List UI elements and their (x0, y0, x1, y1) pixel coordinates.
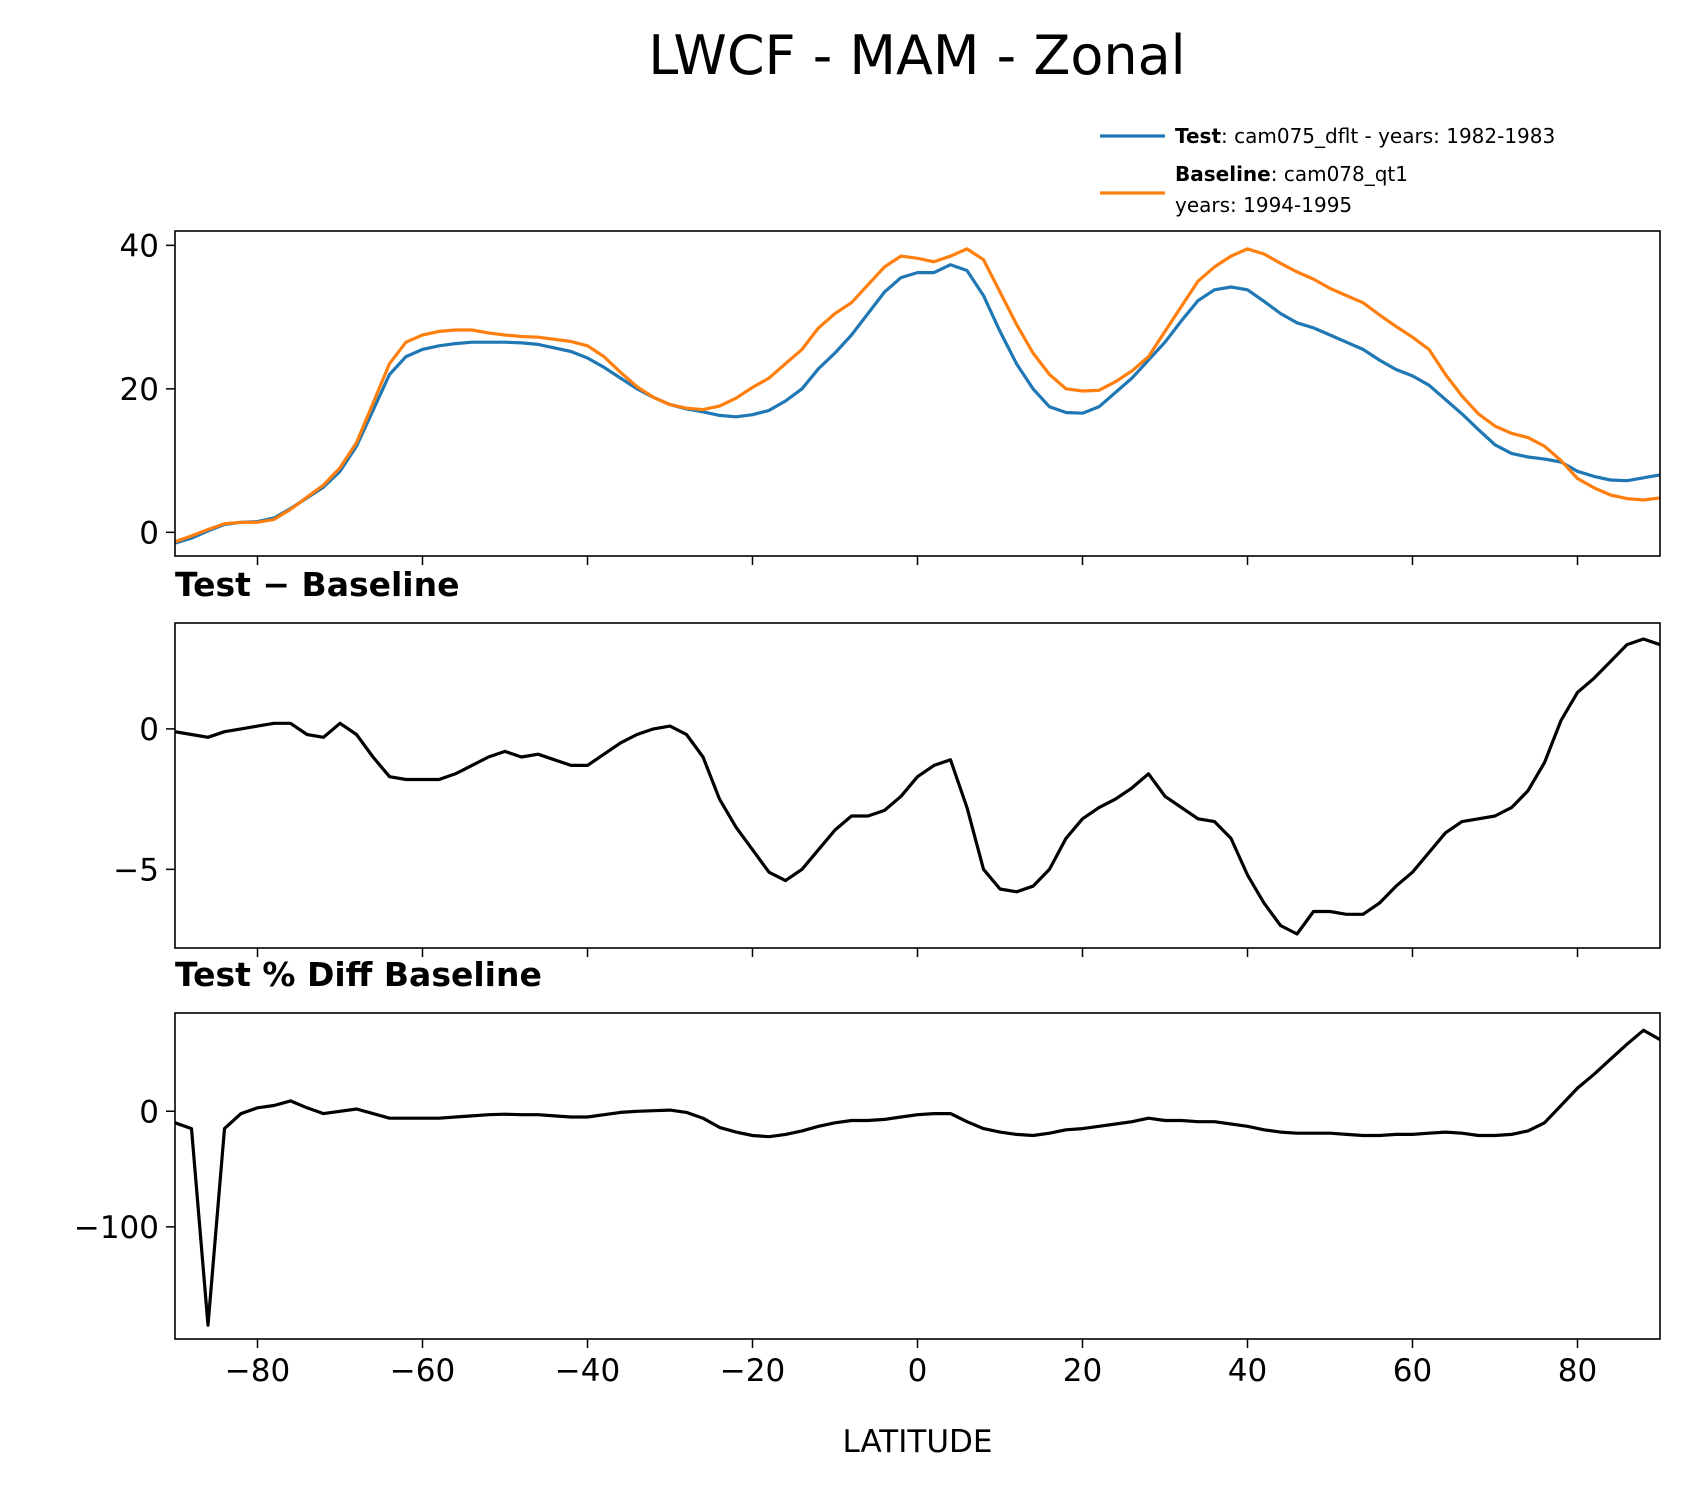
legend-label: : cam078_qt1 (1271, 162, 1408, 186)
data-line (175, 263, 1660, 545)
y-tick-label: 0 (139, 1094, 159, 1130)
legend-name: Baseline (1175, 162, 1271, 186)
y-tick-label: 0 (139, 712, 159, 748)
legend-name: Test (1175, 124, 1221, 148)
axes-frame (174, 230, 1661, 557)
data-line (175, 1028, 1660, 1327)
subplot-title: Test % Diff Baseline (175, 955, 542, 994)
subplot-title: Test − Baseline (175, 565, 460, 604)
x-tick-label: 40 (1228, 1353, 1267, 1389)
y-tick-label: −5 (113, 852, 159, 888)
y-tick-label: 0 (139, 515, 159, 551)
y-tick-label: 40 (120, 228, 159, 264)
x-tick-label: 0 (908, 1353, 928, 1389)
y-tick-label: −100 (74, 1210, 159, 1246)
figure-title: LWCF - MAM - Zonal (648, 24, 1185, 87)
legend-label: : cam075_dflt - years: 1982-1983 (1221, 124, 1555, 148)
data-line (175, 247, 1660, 544)
x-axis-label: LATITUDE (843, 1424, 993, 1460)
legend-entry: Test: cam075_dflt - years: 1982-1983 (1175, 124, 1555, 148)
x-tick-label: 20 (1063, 1353, 1102, 1389)
x-tick-label: 80 (1558, 1353, 1597, 1389)
x-tick-label: −20 (720, 1353, 785, 1389)
data-line (175, 637, 1660, 936)
axes-frame (174, 1012, 1661, 1340)
x-tick-label: −40 (555, 1353, 620, 1389)
legend-label: years: 1994-1995 (1175, 193, 1352, 217)
legend-entry: Baseline: cam078_qt1 (1175, 162, 1408, 186)
x-tick-label: −80 (225, 1353, 290, 1389)
x-tick-label: −60 (390, 1353, 455, 1389)
x-tick-label: 60 (1393, 1353, 1432, 1389)
axes-frame (174, 622, 1661, 949)
y-tick-label: 20 (120, 372, 159, 408)
